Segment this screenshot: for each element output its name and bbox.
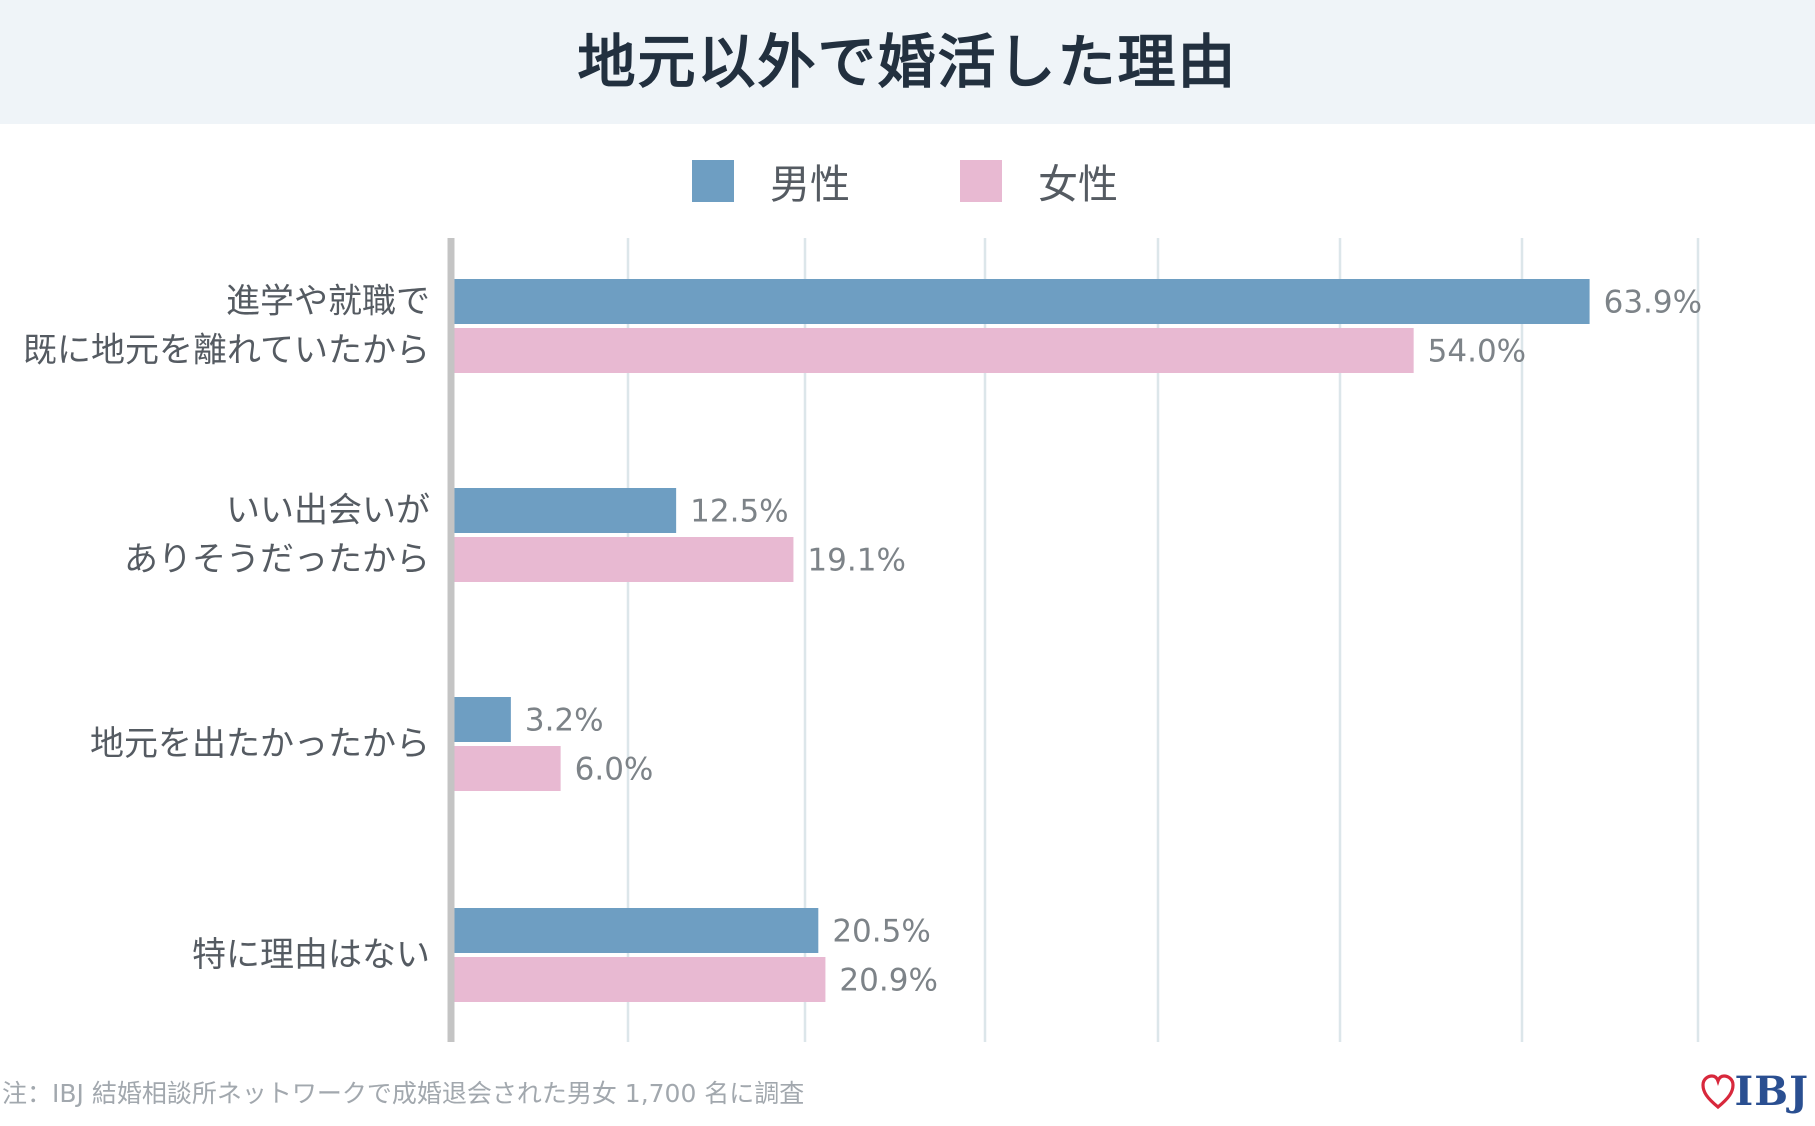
data-label: 3.2% <box>525 703 604 739</box>
category-label: いい出会いが <box>226 491 430 531</box>
bar-female <box>454 957 826 1002</box>
category-label: 地元を出たかったから <box>90 724 430 764</box>
ibj-logo: IBJ <box>1700 1068 1809 1115</box>
bar-male <box>454 488 677 533</box>
bar-male <box>454 697 511 742</box>
data-label: 6.0% <box>575 752 654 788</box>
legend-label-female: 女性 <box>1038 162 1118 208</box>
bar-female <box>454 537 794 582</box>
footnote: 注：IBJ 結婚相談所ネットワークで成婚退会された男女 1,700 名に調査 <box>2 1079 805 1108</box>
title-band <box>0 0 1815 124</box>
data-label: 63.9% <box>1604 285 1702 321</box>
category-label: 特に理由はない <box>192 935 430 975</box>
legend-label-male: 男性 <box>770 162 850 208</box>
bar-chart: 進学や就職で既に地元を離れていたからいい出会いがありそうだったから地元を出たかっ… <box>23 238 1702 1042</box>
bar-male <box>454 908 819 953</box>
bar-female <box>454 328 1414 373</box>
data-label: 19.1% <box>807 543 905 579</box>
heart-icon <box>1700 1073 1735 1109</box>
legend-item-male: 男性 <box>692 153 850 209</box>
category-label: 進学や就職で <box>226 282 430 322</box>
data-label: 12.5% <box>690 494 788 530</box>
chart-title: 地元以外で婚活した理由 <box>577 28 1238 96</box>
category-label: 既に地元を離れていたから <box>23 331 430 371</box>
legend: 男性 女性 <box>0 153 1815 209</box>
bar-female <box>454 746 561 791</box>
category-label: ありそうだったから <box>124 540 430 580</box>
logo-text: IBJ <box>1734 1068 1809 1115</box>
legend-swatch-female <box>960 160 1002 202</box>
bar-male <box>454 279 1590 324</box>
legend-item-female: 女性 <box>960 153 1118 209</box>
data-label: 54.0% <box>1428 334 1526 370</box>
data-label: 20.5% <box>832 914 930 950</box>
legend-swatch-male <box>692 160 734 202</box>
data-label: 20.9% <box>839 963 937 999</box>
